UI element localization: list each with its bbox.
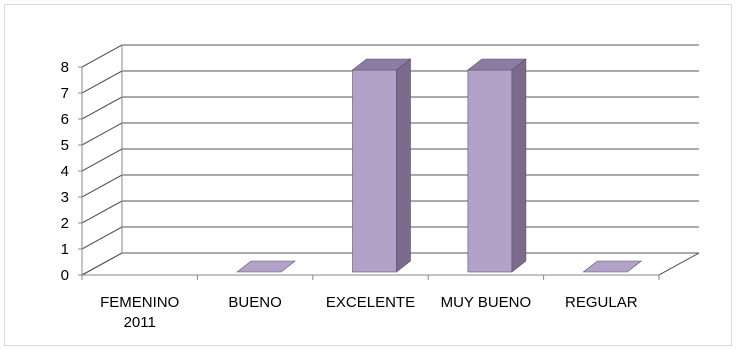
bar-side-2 [396,58,411,273]
gridline-diagonal-2 [81,200,123,224]
y-tick-label-3: 3 [61,189,69,206]
gridline-diagonal-5 [81,122,123,146]
category-label-line: BUENO [228,294,281,311]
bar-top-2 [351,58,412,71]
y-tick-label-1: 1 [61,241,69,258]
bars [236,58,643,273]
category-label-0: FEMENINO 2011 [100,294,179,331]
category-label-1: BUENO [228,294,281,311]
bar-top-1 [236,260,296,273]
category-label-3: MUY BUENO [441,294,532,311]
gridline-diagonal-1 [81,226,123,250]
category-label-2: EXCELENTE [326,294,415,311]
bar-chart: 0 1 2 3 4 5 6 7 8 FEMENINO 2011 BUENO EXCELENTE MUY … [61,44,700,331]
category-label-line: EXCELENTE [326,294,415,311]
axes [78,45,660,280]
bar-front-2 [352,69,397,273]
category-label-line: FEMENINO [100,294,179,311]
category-label-4: REGULAR [565,294,638,311]
gridline-diagonal-3 [81,174,123,198]
bar-4 [582,260,643,273]
gridline-diagonal-6 [81,96,123,120]
chart-frame: 0 1 2 3 4 5 6 7 8 FEMENINO 2011 BUENO EXCELENTE MUY … [4,4,732,346]
y-tick-label-6: 6 [61,111,69,128]
y-tick-label-0: 0 [61,267,69,284]
gridline-diagonal-8 [81,44,123,68]
category-labels: FEMENINO 2011 BUENO EXCELENTE MUY BUENO REGUL… [100,294,638,331]
bar-2 [351,58,412,273]
bar-top-3 [467,58,527,71]
y-tick-label-4: 4 [61,163,69,180]
bar-top-4 [582,260,643,273]
y-tick-label-7: 7 [61,85,69,102]
bar-1 [236,260,296,273]
category-label-line: MUY BUENO [441,294,532,311]
y-tick-label-8: 8 [61,59,69,76]
y-tick-label-2: 2 [61,215,69,232]
gridline-diagonal-4 [81,148,123,172]
y-tick-label-5: 5 [61,137,69,154]
category-label-line: 2011 [124,314,156,331]
bar-side-3 [511,58,527,273]
bar-3 [467,58,527,273]
category-label-line: REGULAR [565,294,638,311]
bar-front-3 [467,69,513,273]
gridline-diagonal-7 [81,70,123,94]
y-tick-labels: 0 1 2 3 4 5 6 7 8 [61,59,69,284]
